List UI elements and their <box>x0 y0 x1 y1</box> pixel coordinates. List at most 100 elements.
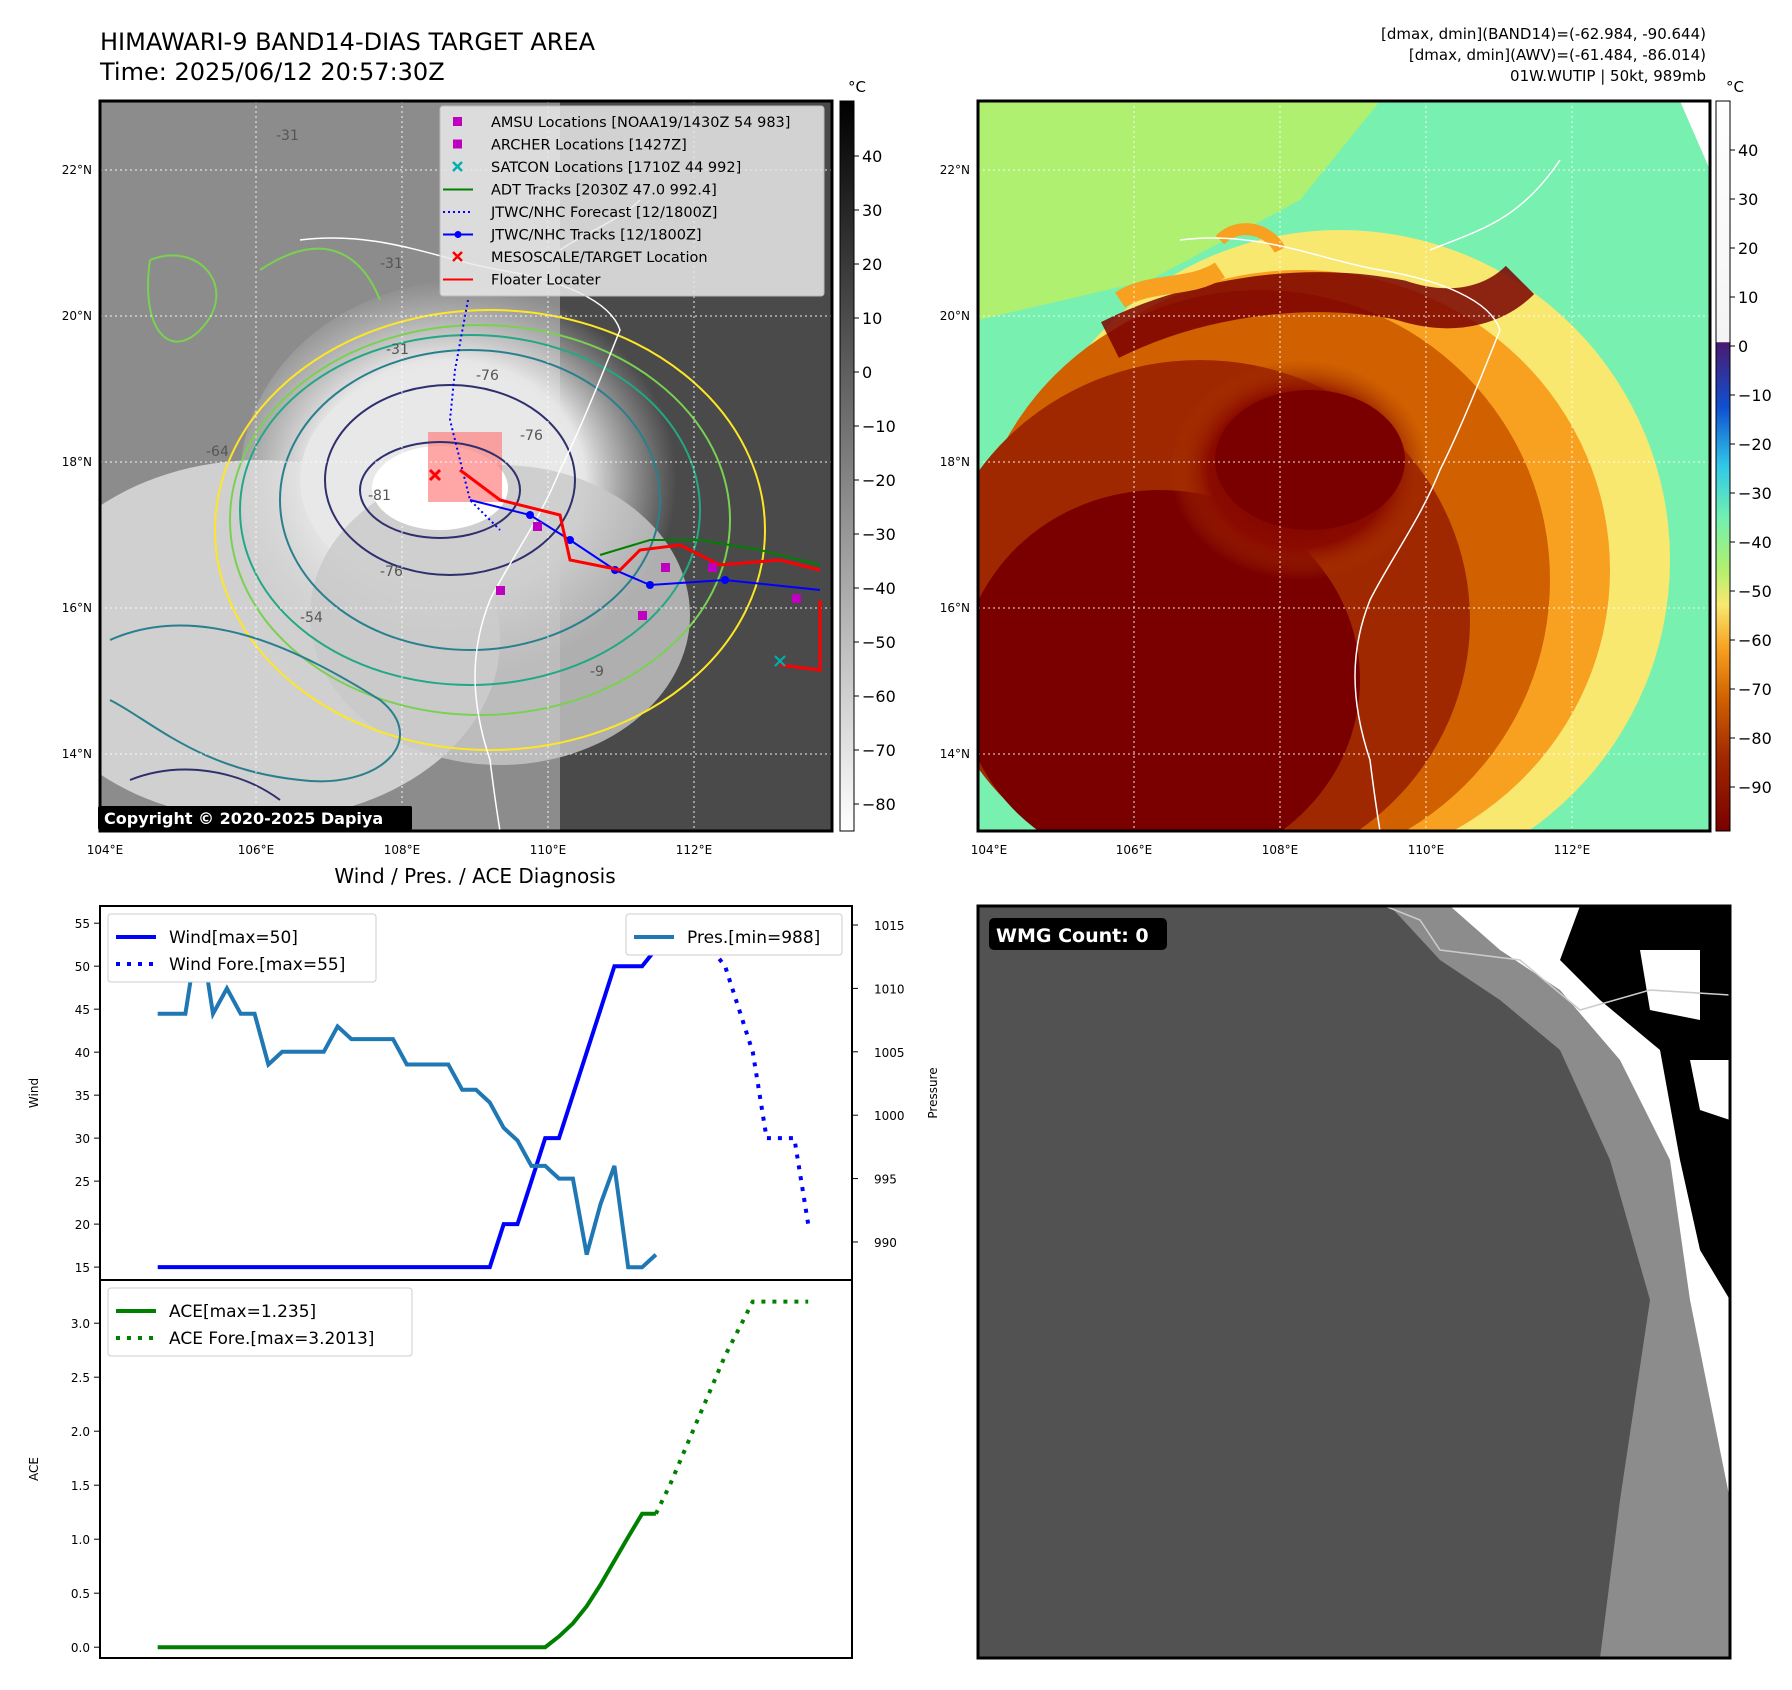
colorbar-tick-label: −60 <box>862 687 896 706</box>
wmg-panel: WMG Count: 0 <box>976 904 1732 1660</box>
legend-label: Pres.[min=988] <box>687 928 820 948</box>
legend-label: AMSU Locations [NOAA19/1430Z 54 983] <box>491 115 790 131</box>
colorbar-tick-label: −40 <box>1738 533 1772 552</box>
colorbar-tick-label: 20 <box>1738 239 1758 258</box>
wmg-image <box>978 906 1730 1658</box>
y2-tick-label: 1015 <box>874 919 905 933</box>
y-tick-label: 1.0 <box>71 1533 90 1547</box>
colorbar-tick-label: −10 <box>1738 386 1772 405</box>
y-tick-label: 55 <box>75 917 90 931</box>
lon-tick: 106°E <box>238 843 275 857</box>
colorbar-tick-label: 10 <box>1738 288 1758 307</box>
contour-label: -64 <box>206 444 229 460</box>
lat-tick: 16°N <box>62 601 92 615</box>
legend-label: Floater Locater <box>491 273 600 289</box>
lon-tick: 106°E <box>1116 843 1153 857</box>
band14-stats: [dmax, dmin](BAND14)=(-62.984, -90.644) <box>1381 25 1706 43</box>
colorbar-unit: °C <box>1726 78 1744 96</box>
ir-colorbar: °C 40 30 20 10 0 −10 −20 −30 −40 −50 −60 −70 −80 <box>839 78 896 832</box>
colorbar-tick-label: −80 <box>1738 729 1772 748</box>
colorbar-tick-label: −70 <box>862 741 896 760</box>
legend-entry: MESOSCALE/TARGET Location <box>452 250 708 266</box>
chart-legend: ACE[max=1.235] ACE Fore.[max=3.2013] <box>107 1287 413 1357</box>
legend-label: ARCHER Locations [1427Z] <box>491 138 687 154</box>
lat-tick: 16°N <box>940 601 970 615</box>
chart-legend: Wind[max=50] Wind Fore.[max=55] <box>107 913 377 983</box>
contour-label: -31 <box>276 128 299 144</box>
legend-entry: JTWC/NHC Forecast [12/1800Z] <box>443 205 717 221</box>
colorbar-tick-label: −20 <box>862 471 896 490</box>
lat-tick: 20°N <box>62 309 92 323</box>
lat-tick: 20°N <box>940 309 970 323</box>
legend-label: Wind[max=50] <box>169 928 298 948</box>
wmg-count: WMG Count: 0 <box>996 925 1149 947</box>
colorbar-tick-label: −70 <box>1738 680 1772 699</box>
copyright-text: Copyright © 2020-2025 Dapiya <box>104 809 383 828</box>
figure-title: HIMAWARI-9 BAND14-DIAS TARGET AREA <box>100 28 596 56</box>
series-line-0 <box>157 947 658 1270</box>
figure-time: Time: 2025/06/12 20:57:30Z <box>99 58 445 86</box>
y2-axis-label: Pressure <box>926 1067 940 1118</box>
ir-map-panel: -76 -81 -76 -76 -54 -64 -31 -31 -9 -31 A… <box>62 99 834 857</box>
lon-tick: 110°E <box>1408 843 1445 857</box>
colorbar-unit: °C <box>848 78 866 96</box>
legend-x-marker <box>452 251 463 262</box>
y-axis-label: Wind <box>27 1078 41 1108</box>
legend-label: ADT Tracks [2030Z 47.0 992.4] <box>491 183 717 199</box>
series-line-1 <box>654 1299 809 1515</box>
legend-square-marker <box>453 139 462 149</box>
awv-stats: [dmax, dmin](AWV)=(-61.484, -86.014) <box>1409 46 1706 64</box>
legend-label: ACE[max=1.235] <box>169 1302 316 1322</box>
y-tick-label: 20 <box>75 1218 90 1232</box>
colorbar-tick-label: −20 <box>1738 435 1772 454</box>
series-line-2 <box>157 924 658 1270</box>
lon-tick: 104°E <box>971 843 1008 857</box>
lon-tick: 104°E <box>87 843 124 857</box>
y-tick-label: 40 <box>75 1046 90 1060</box>
colorbar-tick-label: −10 <box>862 417 896 436</box>
legend-entry: SATCON Locations [1710Z 44 992] <box>452 160 741 176</box>
y-tick-label: 35 <box>75 1089 90 1103</box>
colorbar-tick-label: −30 <box>862 525 896 544</box>
colorbar-tick-label: −30 <box>1738 484 1772 503</box>
legend-label: ACE Fore.[max=3.2013] <box>169 1329 374 1349</box>
legend-x-marker <box>452 161 463 172</box>
legend-entry: JTWC/NHC Tracks [12/1800Z] <box>443 228 702 244</box>
colorbar-tick-label: 10 <box>862 309 882 328</box>
y2-tick-label: 1010 <box>874 982 905 996</box>
lat-tick: 18°N <box>940 455 970 469</box>
y-tick-label: 50 <box>75 960 90 974</box>
contour-label: -54 <box>300 610 323 626</box>
legend-label: JTWC/NHC Forecast [12/1800Z] <box>490 205 717 221</box>
storm-info: 01W.WUTIP | 50kt, 989mb <box>1510 67 1706 85</box>
legend-dot-marker <box>454 231 462 238</box>
lat-tick: 14°N <box>940 747 970 761</box>
map-legend: AMSU Locations [NOAA19/1430Z 54 983] ARCH… <box>439 105 825 297</box>
colorbar-tick-label: 0 <box>862 363 872 382</box>
y2-tick-label: 995 <box>874 1173 897 1187</box>
copyright-box <box>98 806 412 830</box>
wmg-count-box <box>989 918 1167 950</box>
colorbar-tick-label: 40 <box>862 147 882 166</box>
y-tick-label: 1.5 <box>71 1479 90 1493</box>
lat-tick: 22°N <box>62 163 92 177</box>
chart-legend: Pres.[min=988] <box>625 913 843 956</box>
y-tick-label: 3.0 <box>71 1317 90 1331</box>
colorbar-tick-label: −90 <box>1738 778 1772 797</box>
legend-label: MESOSCALE/TARGET Location <box>491 250 708 266</box>
contour-label: -76 <box>380 564 403 580</box>
awv-imagery <box>978 101 1710 831</box>
colorbar-tick-label: −80 <box>862 795 896 814</box>
y-tick-label: 0.0 <box>71 1641 90 1655</box>
y-tick-label: 15 <box>75 1261 90 1275</box>
colorbar-tick-label: 30 <box>862 201 882 220</box>
y-tick-label: 2.5 <box>71 1371 90 1385</box>
lat-tick: 14°N <box>62 747 92 761</box>
legend-label: Wind Fore.[max=55] <box>169 955 345 975</box>
legend-label: JTWC/NHC Tracks [12/1800Z] <box>490 228 702 244</box>
lon-tick: 112°E <box>1554 843 1591 857</box>
colorbar-tick-label: −40 <box>862 579 896 598</box>
legend-entry: ADT Tracks [2030Z 47.0 992.4] <box>443 183 717 199</box>
colorbar-tick-label: −50 <box>862 633 896 652</box>
